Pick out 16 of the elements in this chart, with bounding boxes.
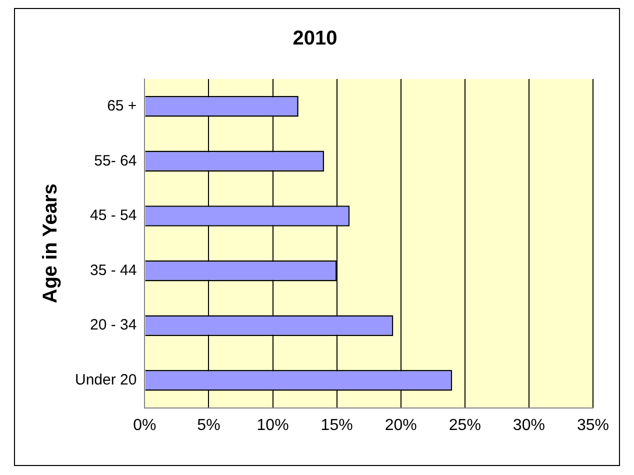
chart-title: 2010	[292, 28, 338, 50]
x-tick-label: 35%	[576, 416, 610, 434]
y-tick-label: 20 - 34	[90, 316, 137, 334]
y-tick-label: Under 20	[74, 372, 137, 389]
y-tick-label: 45 - 54	[90, 207, 137, 224]
x-tick-label: 25%	[448, 416, 481, 434]
x-tick-label: 30%	[512, 416, 545, 434]
y-tick-label: 65 +	[107, 98, 137, 115]
y-tick-label: 55- 64	[94, 152, 137, 170]
x-tick-label: 20%	[384, 416, 417, 434]
x-tick-label: 5%	[197, 416, 220, 434]
y-tick-label: 35 - 44	[90, 262, 137, 279]
y-axis-title: Age in Years	[40, 184, 62, 304]
x-tick-label: 0%	[133, 416, 156, 434]
x-tick-label: 10%	[256, 416, 289, 434]
x-tick-label: 15%	[320, 416, 353, 434]
